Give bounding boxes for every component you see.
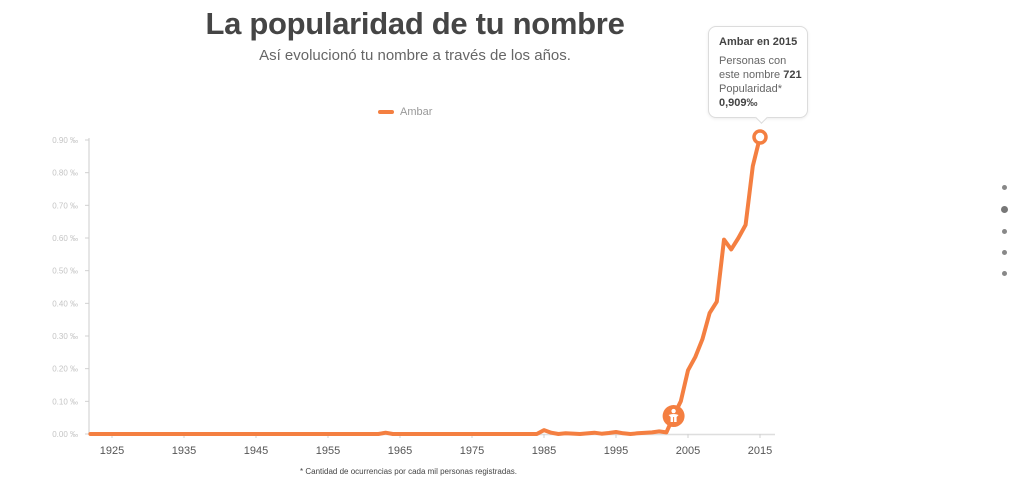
section-pagination (999, 185, 1009, 292)
tooltip-count: 721 (783, 69, 802, 81)
tooltip-line1: Personas con (719, 55, 787, 67)
y-tick-label: 0.60 ‰ (52, 234, 78, 243)
tooltip-line3: Popularidad* (719, 83, 782, 95)
chart-legend[interactable]: Ambar (378, 106, 432, 118)
y-tick-label: 0.80 ‰ (52, 169, 78, 178)
birth-year-marker[interactable] (662, 405, 685, 428)
x-tick-label: 1935 (172, 445, 196, 457)
y-tick-label: 0.30 ‰ (52, 332, 78, 341)
page-title: La popularidad de tu nombre (205, 6, 625, 41)
x-tick-label: 1955 (316, 445, 340, 457)
baby-icon (668, 408, 679, 423)
y-tick-label: 0.10 ‰ (52, 397, 78, 406)
tooltip-title: Ambar en 2015 (719, 36, 798, 48)
x-tick-label: 2015 (748, 445, 772, 457)
pagination-dot[interactable] (1001, 250, 1007, 255)
y-tick-label: 0.50 ‰ (52, 267, 78, 276)
y-tick-label: 0.20 ‰ (52, 365, 78, 374)
legend-swatch (378, 110, 394, 114)
pagination-dot[interactable] (1001, 229, 1007, 234)
tooltip-value: 0,909‰ (719, 97, 758, 109)
tooltip-line2-prefix: este nombre (719, 69, 784, 81)
y-tick-label: 0.40 ‰ (52, 299, 78, 308)
x-tick-label: 1985 (532, 445, 556, 457)
data-tooltip: Ambar en 2015 Personas con este nombre 7… (708, 26, 808, 118)
y-axis-ticks: 0.00 ‰ 0.10 ‰ 0.20 ‰ 0.30 ‰ 0.40 ‰ 0.50 ‰ 0.60… (52, 136, 89, 439)
x-tick-label: 1975 (460, 445, 484, 457)
legend-label: Ambar (400, 106, 433, 118)
x-tick-label: 1925 (100, 445, 124, 457)
selected-point-marker[interactable] (752, 129, 768, 145)
series-line-ambar[interactable] (88, 135, 762, 436)
y-tick-label: 0.00 ‰ (52, 430, 78, 439)
pagination-dot[interactable] (1001, 185, 1007, 190)
chart-markers (662, 129, 768, 428)
pagination-dot[interactable] (1000, 206, 1008, 213)
x-tick-label: 1945 (244, 445, 268, 457)
chart-axes (88, 138, 775, 436)
tooltip-line2: este nombre 721 (719, 68, 807, 82)
pagination-dot[interactable] (1001, 271, 1007, 276)
x-tick-label: 2005 (676, 445, 700, 457)
y-tick-label: 0.70 ‰ (52, 201, 78, 210)
x-axis-ticks: 1925 1935 1945 1955 1965 1975 1985 1995 2005 2015 (100, 434, 772, 457)
footnote: * Cantidad de ocurrencias por cada mil p… (300, 467, 518, 476)
x-tick-label: 1965 (388, 445, 412, 457)
y-tick-label: 0.90 ‰ (52, 136, 78, 145)
page-subtitle: Así evolucionó tu nombre a través de los… (259, 47, 571, 64)
x-tick-label: 1995 (604, 445, 628, 457)
